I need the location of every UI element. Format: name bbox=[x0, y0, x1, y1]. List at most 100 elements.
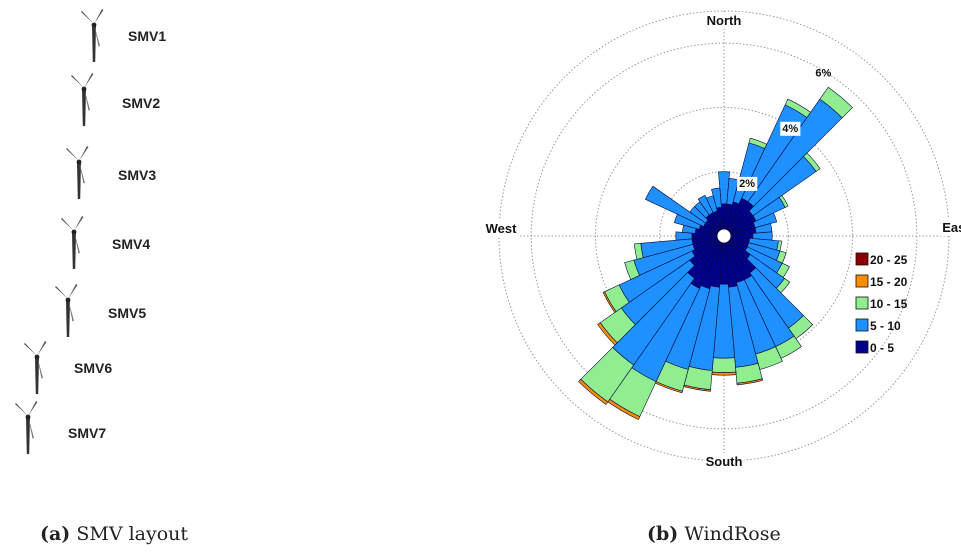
rose-wedge bbox=[746, 254, 785, 289]
rose-wedge bbox=[743, 275, 795, 348]
rose-wedge bbox=[634, 242, 644, 260]
rose-wedge bbox=[723, 235, 750, 244]
rose-wedge bbox=[705, 219, 725, 237]
rose-wedge bbox=[710, 235, 725, 288]
rose-wedge bbox=[723, 235, 745, 283]
turbine-layout-panel: SMV1 SMV2 SMV3 SMV4 SMV5 SMV6 SMV7 bbox=[0, 0, 420, 470]
rose-wedge bbox=[602, 291, 617, 313]
rose-wedge bbox=[689, 235, 725, 266]
rose-wedge bbox=[718, 171, 730, 205]
rose-wedge bbox=[612, 271, 695, 366]
rose-wedge bbox=[736, 279, 777, 355]
rose-wedge bbox=[723, 233, 754, 239]
rose-wedge bbox=[728, 285, 759, 368]
rose-wedge bbox=[694, 201, 710, 219]
rose-wedge bbox=[755, 346, 783, 370]
rose-wedge bbox=[711, 357, 737, 373]
rose-wedge bbox=[705, 214, 725, 237]
turbine-icon bbox=[63, 145, 95, 200]
ring-label-bg bbox=[737, 176, 758, 191]
rose-wedge bbox=[726, 178, 740, 206]
rose-wedge bbox=[752, 231, 773, 241]
rose-wedge bbox=[746, 242, 781, 261]
turbine-label: SMV2 bbox=[122, 95, 161, 111]
legend-label: 15 - 20 bbox=[870, 275, 908, 289]
rose-wedge bbox=[723, 235, 751, 260]
turbine-label: SMV7 bbox=[68, 425, 107, 441]
rose-wedge bbox=[749, 267, 804, 329]
rose-wedge bbox=[723, 235, 750, 248]
rose-wedge bbox=[736, 378, 764, 386]
ring-label-bg bbox=[780, 121, 801, 136]
rose-wedge bbox=[691, 232, 725, 240]
rose-wedge bbox=[776, 262, 790, 278]
legend-swatch bbox=[855, 340, 869, 354]
legend-label: 5 - 10 bbox=[870, 319, 901, 333]
legend-swatch bbox=[855, 274, 869, 288]
rose-wedge bbox=[705, 195, 718, 214]
rose-wedge bbox=[655, 360, 689, 392]
rose-wedge bbox=[741, 104, 808, 203]
rose-wedge bbox=[692, 235, 725, 250]
rose-wedge bbox=[723, 235, 753, 281]
turbine-label: SMV3 bbox=[118, 167, 157, 183]
caption-a: (a) SMV layout bbox=[40, 523, 188, 545]
legend-swatch bbox=[855, 252, 869, 266]
outer-ring bbox=[498, 10, 950, 462]
rose-wedge bbox=[618, 250, 696, 303]
ring-label: 6% bbox=[815, 68, 831, 80]
direction-label-bg bbox=[940, 219, 961, 236]
direction-label-bg bbox=[703, 453, 745, 470]
rose-wedge bbox=[687, 235, 725, 279]
turbine-label: SMV5 bbox=[108, 305, 147, 321]
grid-ring bbox=[594, 106, 854, 366]
caption-b-tag: (b) bbox=[647, 523, 679, 545]
rose-wedge bbox=[803, 152, 821, 172]
turbine-icon bbox=[68, 72, 100, 127]
rose-wedge bbox=[711, 371, 737, 376]
ring-label: 4% bbox=[782, 123, 798, 135]
rose-wedge bbox=[723, 235, 738, 288]
rose-wedge bbox=[819, 86, 853, 119]
rose-wedge bbox=[712, 210, 725, 237]
rose-wedge bbox=[683, 384, 711, 392]
rose-wedge bbox=[688, 285, 720, 371]
rose-wedge bbox=[723, 235, 748, 252]
rose-wedge bbox=[700, 235, 725, 290]
ring-label: 2% bbox=[739, 178, 755, 190]
rose-wedge bbox=[697, 194, 714, 216]
rose-wedge bbox=[744, 246, 783, 274]
legend-label: 0 - 5 bbox=[870, 341, 894, 355]
rose-wedge bbox=[694, 228, 725, 237]
rose-wedge bbox=[719, 235, 729, 285]
rose-wedge bbox=[665, 285, 711, 370]
rose-wedge bbox=[776, 250, 787, 264]
direction-label-bg bbox=[704, 12, 744, 29]
rose-wedge bbox=[682, 224, 697, 234]
rose-wedge bbox=[691, 235, 725, 257]
rose-wedge bbox=[752, 212, 778, 229]
rose-wedge bbox=[597, 322, 618, 346]
rose-wedge bbox=[691, 235, 725, 245]
rose-wedge bbox=[723, 215, 757, 237]
turbine-icon bbox=[78, 8, 110, 63]
rose-wedge bbox=[748, 237, 779, 251]
rose-wedge bbox=[723, 201, 740, 237]
caption-b: (b) WindRose bbox=[647, 523, 781, 545]
caption-a-text: SMV layout bbox=[76, 523, 189, 545]
rose-wedge bbox=[633, 243, 696, 276]
rose-wedge bbox=[754, 223, 773, 234]
rose-wedge bbox=[607, 398, 641, 420]
rose-wedge bbox=[620, 259, 695, 326]
rose-wedge bbox=[713, 283, 735, 359]
rose-wedge bbox=[609, 367, 657, 418]
rose-wedge bbox=[624, 259, 640, 280]
direction-label-north: North bbox=[707, 13, 742, 28]
rose-wedge bbox=[690, 235, 725, 289]
legend-label: 10 - 15 bbox=[870, 297, 908, 311]
rose-wedge bbox=[788, 315, 814, 340]
legend-swatch bbox=[855, 318, 869, 332]
direction-label-bg bbox=[483, 220, 520, 237]
turbine-icon bbox=[58, 215, 90, 270]
rose-wedge bbox=[599, 307, 636, 344]
